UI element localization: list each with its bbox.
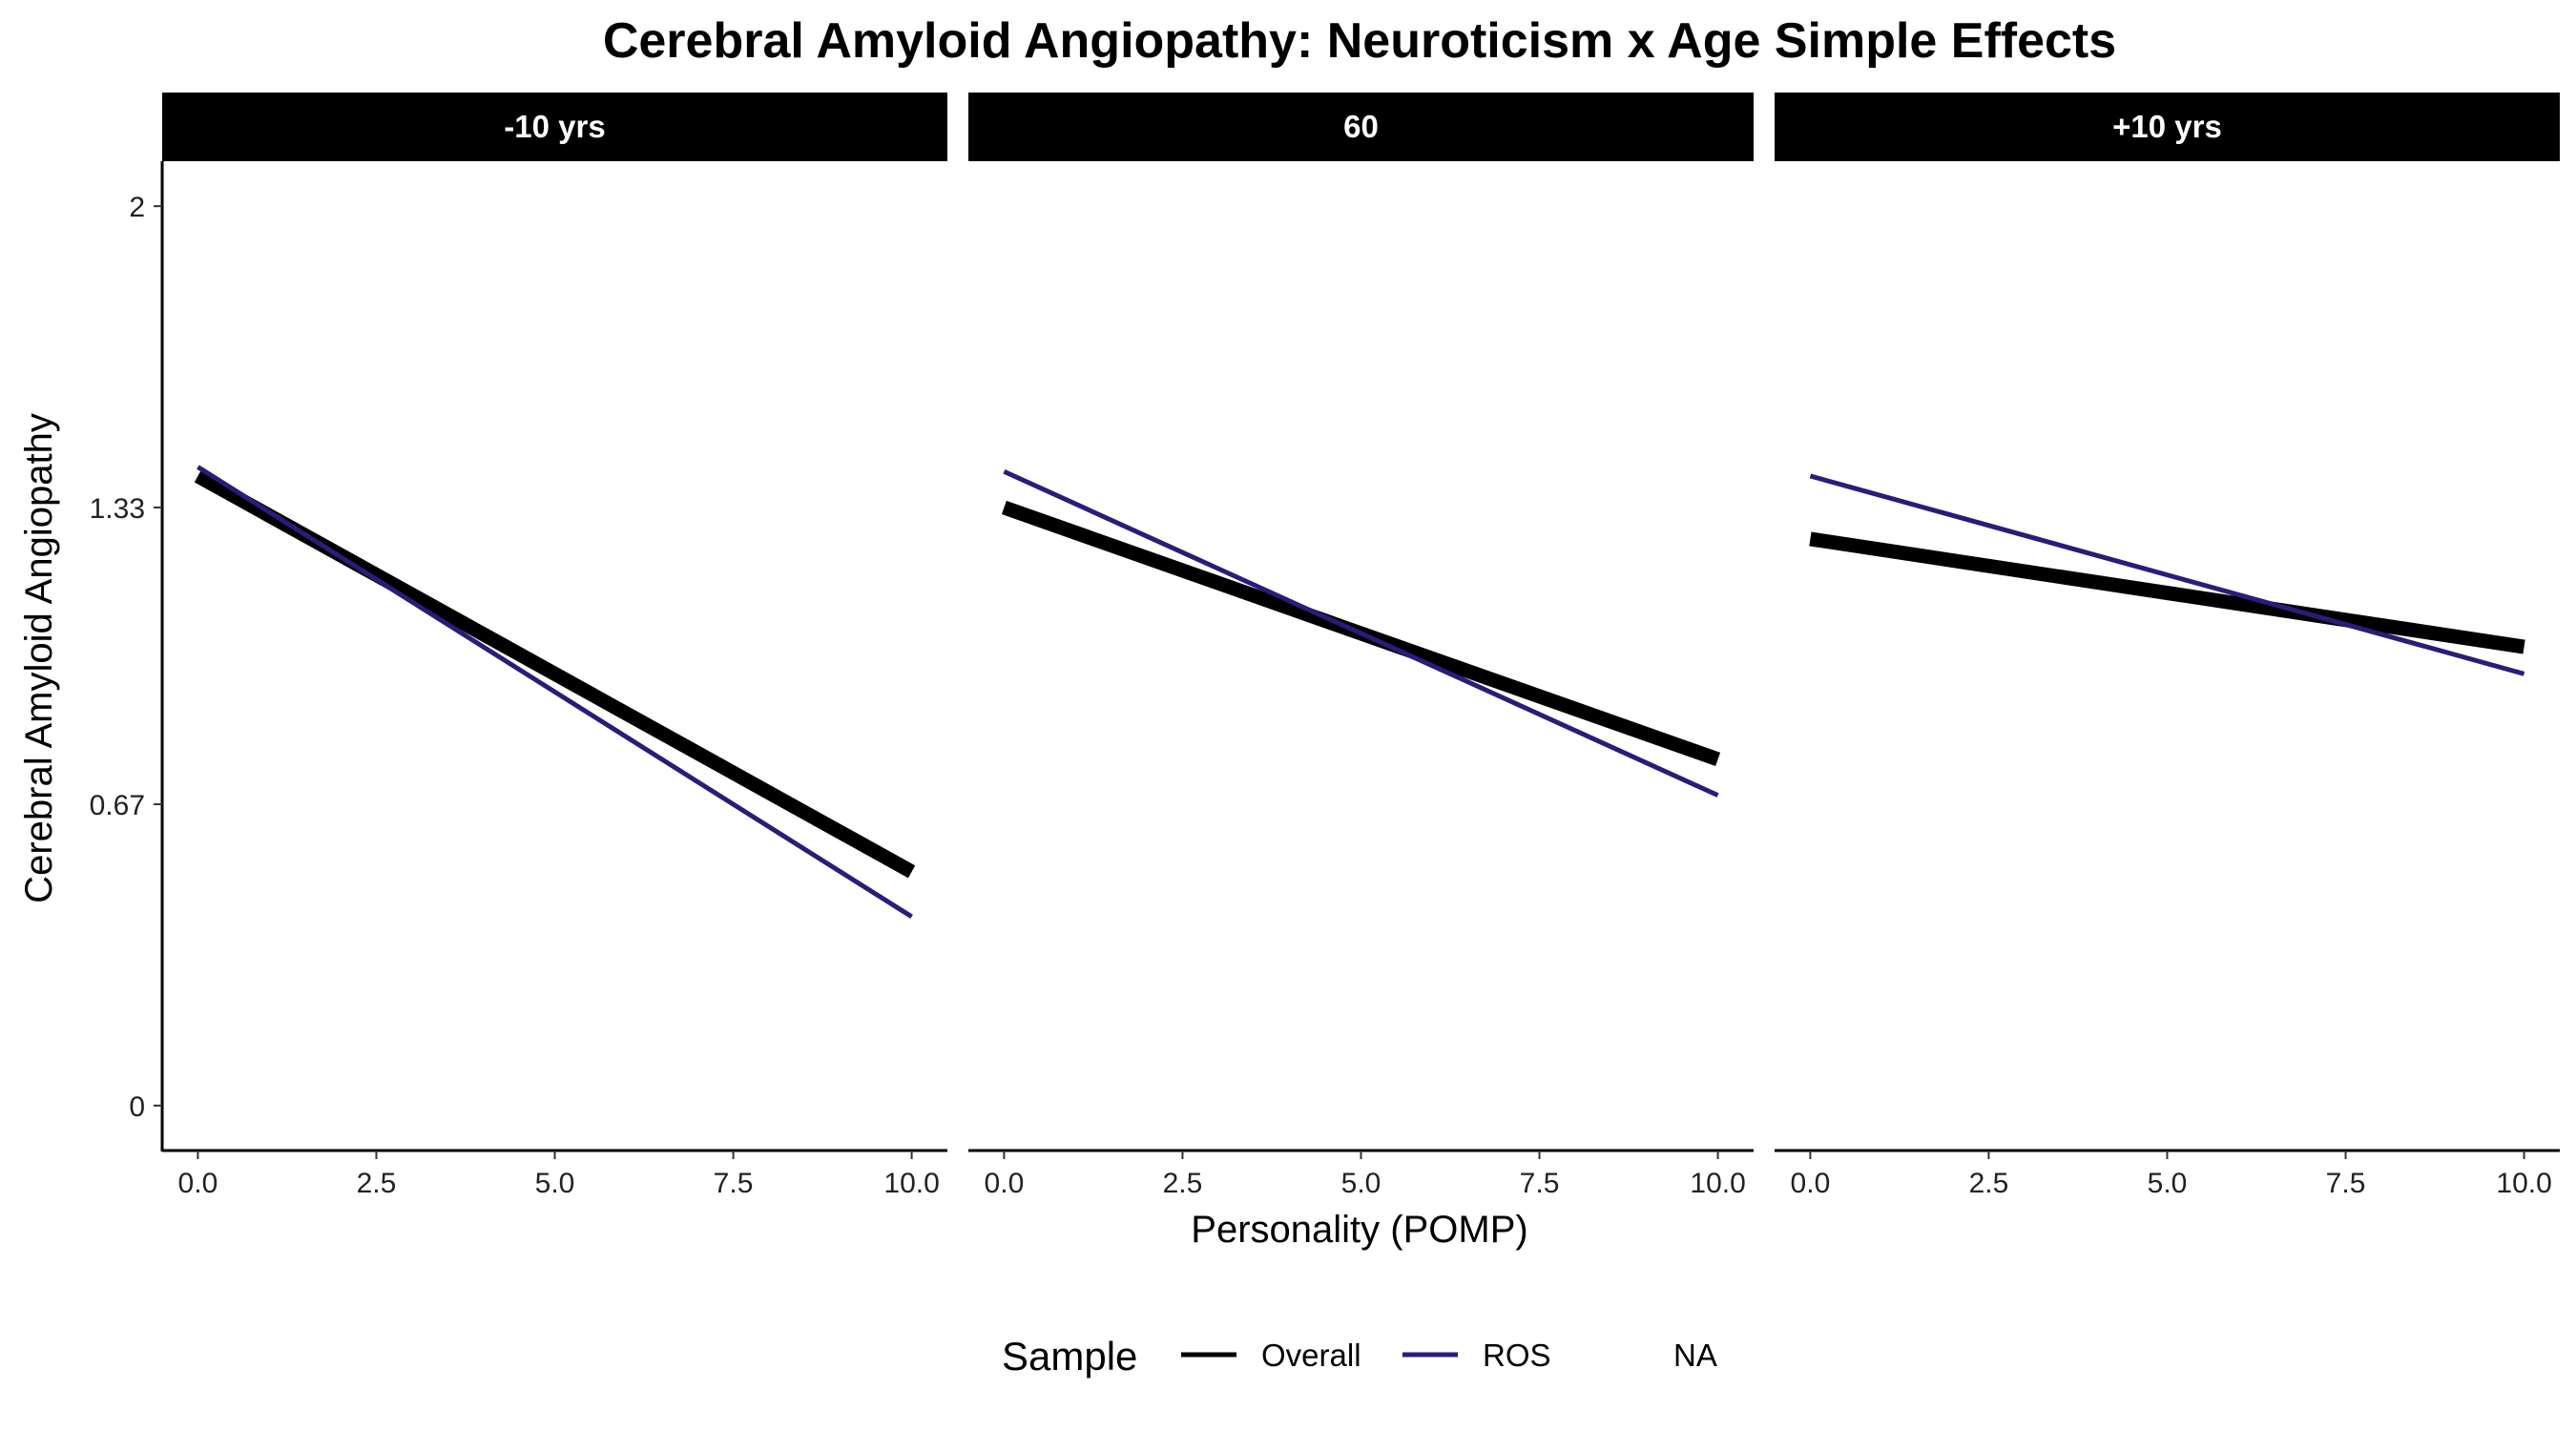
- x-tick-label: 2.5: [357, 1168, 397, 1199]
- legend: Sample Overall ROS NA: [1002, 1334, 1717, 1379]
- x-tick-label: 2.5: [1969, 1168, 2009, 1199]
- x-tick-label: 10.0: [1690, 1168, 1745, 1199]
- legend-label: NA: [1673, 1338, 1717, 1373]
- legend-entry-overall: Overall: [1181, 1338, 1361, 1373]
- facet-strip-label: -10 yrs: [504, 109, 605, 144]
- x-tick-label: 10.0: [2496, 1168, 2551, 1199]
- series-line-overall: [1809, 531, 2525, 654]
- y-tick-label: 0.67: [90, 790, 145, 821]
- y-tick-label: 2: [129, 192, 145, 223]
- panel-3: +10 yrs 0.0 2.5 5.0 7.5 10.0: [1775, 93, 2560, 1199]
- series-line-ros: [1809, 473, 2525, 676]
- chart-title: Cerebral Amyloid Angiopathy: Neuroticism…: [603, 13, 2116, 69]
- x-tick-label: 2.5: [1163, 1168, 1203, 1199]
- panel-1: -10 yrs 0.0 2.5 5.0 7.5 10.0 0 0.67 1.33 2: [90, 93, 947, 1199]
- legend-entry-ros: ROS: [1402, 1338, 1551, 1373]
- legend-label: ROS: [1483, 1338, 1551, 1373]
- facet-strip-label: 60: [1343, 109, 1379, 144]
- legend-entry-na: NA: [1673, 1338, 1717, 1373]
- series-line-ros: [1003, 468, 1719, 798]
- facet-strip: [1775, 93, 2560, 161]
- facet-strip: [968, 93, 1754, 161]
- x-tick-label: 0.0: [1791, 1168, 1831, 1199]
- series-line-ros: [197, 465, 913, 920]
- x-tick-label: 0.0: [178, 1168, 218, 1199]
- y-tick-label: 0: [129, 1091, 145, 1123]
- x-tick-label: 5.0: [1341, 1168, 1381, 1199]
- x-tick-label: 7.5: [2326, 1168, 2366, 1199]
- x-axis-title: Personality (POMP): [1191, 1209, 1527, 1251]
- x-tick-label: 7.5: [1520, 1168, 1560, 1199]
- facet-strip-label: +10 yrs: [2112, 109, 2222, 144]
- panels: -10 yrs 0.0 2.5 5.0 7.5 10.0 0 0.67 1.33 2 60 0.0 2.…: [90, 93, 2560, 1199]
- panel-2: 60 0.0 2.5 5.0 7.5 10.0: [968, 93, 1754, 1199]
- y-axis-title: Cerebral Amyloid Angiopathy: [18, 413, 60, 903]
- x-tick-label: 7.5: [714, 1168, 754, 1199]
- facet-strip: [162, 93, 947, 161]
- legend-label: Overall: [1261, 1338, 1361, 1373]
- legend-title: Sample: [1002, 1334, 1137, 1379]
- x-tick-label: 5.0: [2148, 1168, 2188, 1199]
- x-tick-label: 10.0: [883, 1168, 939, 1199]
- x-tick-label: 0.0: [985, 1168, 1025, 1199]
- y-tick-label: 1.33: [90, 493, 145, 525]
- x-tick-label: 5.0: [535, 1168, 575, 1199]
